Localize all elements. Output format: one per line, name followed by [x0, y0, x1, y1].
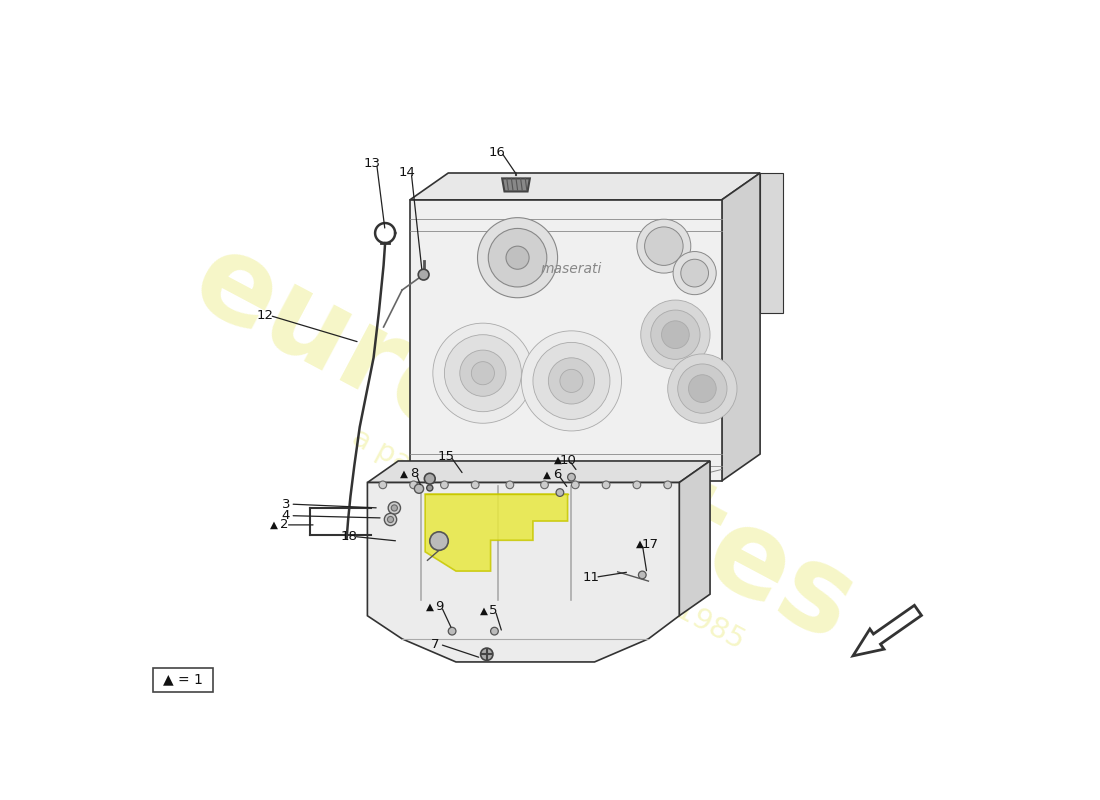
Text: 11: 11 — [582, 570, 600, 584]
Text: 5: 5 — [490, 604, 498, 617]
Text: 15: 15 — [438, 450, 454, 463]
Polygon shape — [852, 606, 922, 656]
Circle shape — [638, 571, 646, 578]
Text: 18: 18 — [341, 530, 358, 543]
Circle shape — [491, 627, 498, 635]
Circle shape — [571, 481, 579, 489]
Text: ▲: ▲ — [553, 455, 562, 466]
Polygon shape — [760, 173, 783, 313]
Circle shape — [689, 374, 716, 402]
Circle shape — [640, 300, 711, 370]
Circle shape — [634, 481, 641, 489]
Circle shape — [568, 474, 575, 481]
Circle shape — [678, 364, 727, 414]
Circle shape — [661, 321, 690, 349]
Circle shape — [415, 484, 424, 494]
Circle shape — [440, 481, 449, 489]
Circle shape — [460, 350, 506, 396]
Circle shape — [427, 485, 432, 491]
Text: ▲: ▲ — [636, 539, 644, 549]
Circle shape — [418, 270, 429, 280]
Text: ▲: ▲ — [542, 470, 551, 480]
Circle shape — [673, 251, 716, 294]
Circle shape — [637, 219, 691, 273]
Text: 9: 9 — [436, 600, 444, 613]
Circle shape — [384, 514, 397, 526]
Circle shape — [534, 342, 609, 419]
Text: 8: 8 — [410, 467, 419, 480]
Circle shape — [425, 474, 436, 484]
Circle shape — [444, 334, 521, 412]
Polygon shape — [367, 482, 680, 662]
FancyBboxPatch shape — [153, 668, 213, 691]
Circle shape — [471, 481, 480, 489]
Circle shape — [388, 502, 400, 514]
Text: 17: 17 — [641, 538, 659, 550]
Circle shape — [663, 481, 671, 489]
Circle shape — [557, 489, 564, 496]
Text: europàrtes: europàrtes — [174, 218, 877, 667]
Circle shape — [430, 532, 449, 550]
Text: 13: 13 — [363, 158, 381, 170]
Circle shape — [477, 218, 558, 298]
Circle shape — [651, 310, 700, 359]
Polygon shape — [680, 461, 711, 616]
Circle shape — [378, 481, 387, 489]
Text: 7: 7 — [431, 638, 439, 650]
Polygon shape — [425, 494, 568, 571]
Text: ▲: ▲ — [426, 602, 433, 611]
Text: ▲: ▲ — [400, 468, 408, 478]
Text: a passion for parts since 1985: a passion for parts since 1985 — [348, 423, 749, 654]
Text: maserati: maserati — [541, 262, 602, 276]
Text: 4: 4 — [282, 509, 290, 522]
Text: 14: 14 — [398, 166, 415, 179]
Circle shape — [506, 481, 514, 489]
Circle shape — [472, 362, 495, 385]
Text: ▲: ▲ — [271, 520, 278, 530]
Polygon shape — [502, 178, 530, 191]
Polygon shape — [409, 200, 722, 481]
Text: 2: 2 — [280, 518, 288, 531]
Circle shape — [387, 517, 394, 522]
Circle shape — [449, 627, 456, 635]
Polygon shape — [722, 173, 760, 481]
Circle shape — [488, 229, 547, 287]
Text: 6: 6 — [552, 468, 561, 482]
Text: 16: 16 — [488, 146, 505, 158]
Text: ▲: ▲ — [480, 606, 487, 615]
Text: 10: 10 — [559, 454, 576, 466]
Circle shape — [668, 354, 737, 423]
Polygon shape — [409, 173, 760, 200]
Text: 12: 12 — [256, 309, 274, 322]
Circle shape — [681, 259, 708, 287]
Circle shape — [392, 505, 397, 511]
Text: 3: 3 — [282, 498, 290, 510]
Text: ▲ = 1: ▲ = 1 — [163, 673, 204, 686]
Circle shape — [603, 481, 609, 489]
Circle shape — [433, 323, 534, 423]
Circle shape — [409, 481, 418, 489]
Polygon shape — [367, 461, 711, 482]
Circle shape — [541, 481, 548, 489]
Circle shape — [645, 227, 683, 266]
Circle shape — [560, 370, 583, 393]
Circle shape — [548, 358, 595, 404]
Circle shape — [481, 648, 493, 661]
Circle shape — [521, 331, 622, 431]
Circle shape — [506, 246, 529, 270]
